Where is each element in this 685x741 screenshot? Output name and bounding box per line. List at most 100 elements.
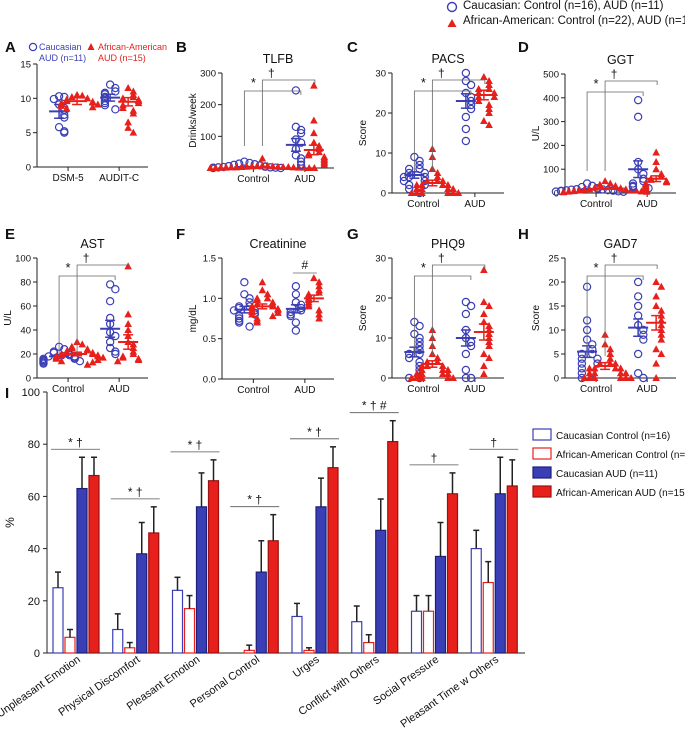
data-point-G-african-american — [444, 370, 452, 377]
bar-filled-blue-4 — [315, 506, 327, 654]
data-point-H-caucasian — [577, 364, 587, 373]
data-point-F-caucasian — [291, 326, 301, 335]
data-point-C-african-american — [418, 189, 426, 196]
bar-filled-blue-2 — [195, 506, 208, 654]
data-point-D-african-american — [641, 185, 650, 193]
significance-dagger-B: † — [268, 66, 275, 80]
data-point-H-caucasian — [588, 345, 597, 354]
data-point-E-caucasian — [105, 297, 115, 306]
data-point-H-caucasian — [633, 311, 643, 320]
y-tick-label-G: 30 — [375, 254, 386, 265]
x-tick-label-C: Control — [407, 199, 439, 210]
data-point-D-african-american — [564, 187, 573, 195]
data-point-F-caucasian — [234, 311, 244, 321]
y-tick-label-F: 0.0 — [203, 375, 216, 386]
data-point-B-caucasian — [296, 154, 306, 163]
data-point-E-caucasian — [105, 337, 115, 347]
y-tick-label-D: 200 — [543, 141, 559, 152]
data-point-C-caucasian — [415, 156, 424, 166]
data-point-H-african-american — [657, 311, 666, 319]
y-tick-label-F: 1.0 — [203, 294, 216, 305]
data-point-D-african-american — [559, 188, 568, 196]
data-point-E-african-american — [52, 354, 61, 362]
panel-title-H: GAD7 — [603, 237, 637, 251]
data-point-D-african-american — [606, 179, 615, 187]
significance-I-5: * † # — [362, 399, 387, 413]
data-point-E-african-american — [124, 310, 132, 318]
data-point-E-african-american — [68, 344, 76, 351]
data-point-F-african-american — [263, 290, 272, 298]
significance-I-3: * † — [247, 493, 262, 507]
panel-letter-C: C — [347, 39, 358, 56]
data-point-A-caucasian — [111, 83, 120, 93]
data-point-F-african-american — [315, 310, 323, 318]
data-point-G-african-american — [480, 370, 488, 377]
bar-open-blue-0 — [52, 587, 64, 654]
data-point-B-african-american — [279, 163, 287, 171]
panel-letter-E: E — [5, 226, 15, 243]
data-point-G-african-american — [418, 362, 426, 369]
panel-letter-H: H — [518, 226, 529, 243]
data-point-E-caucasian — [105, 280, 115, 289]
data-point-E-african-american — [88, 358, 97, 366]
data-point-F-caucasian — [245, 322, 254, 331]
data-point-H-african-american — [657, 326, 666, 333]
data-point-H-african-american — [616, 369, 625, 377]
data-point-E-african-american — [124, 326, 132, 333]
y-tick-label-A: 15 — [20, 60, 31, 71]
y-axis-label-F: mg/dL — [188, 304, 199, 332]
data-point-G-caucasian — [404, 349, 414, 359]
data-point-H-caucasian — [639, 330, 648, 339]
data-point-C-caucasian — [415, 164, 424, 174]
bar-filled-blue-7 — [494, 493, 506, 654]
data-point-H-caucasian — [577, 369, 587, 378]
significance-I-1: * † — [128, 485, 143, 499]
data-point-C-african-american — [412, 185, 421, 192]
bracket-star-E — [58, 275, 116, 356]
bar-filled-red-2 — [207, 480, 220, 654]
data-point-G-caucasian — [415, 337, 424, 347]
data-point-C-african-american — [485, 101, 493, 108]
bar-open-red-0 — [64, 636, 76, 654]
bracket-star-C — [413, 90, 472, 171]
data-point-D-african-american — [632, 186, 641, 194]
data-point-C-african-american — [449, 189, 457, 196]
data-point-E-african-american — [94, 352, 102, 360]
significance-dagger-G: † — [438, 251, 445, 265]
y-tick-label-E: 20 — [20, 350, 31, 361]
data-point-C-african-american — [407, 189, 416, 196]
bar-open-blue-5 — [351, 621, 363, 654]
data-point-A-african-american — [124, 123, 132, 131]
data-point-B-african-american — [258, 154, 267, 162]
data-point-A-african-american — [124, 118, 132, 126]
data-point-E-african-american — [119, 353, 127, 361]
bar-open-red-4 — [303, 649, 315, 654]
data-point-F-african-american — [315, 288, 323, 296]
data-point-H-african-american — [657, 306, 666, 314]
data-point-G-caucasian — [404, 353, 414, 363]
data-point-B-african-american — [310, 164, 319, 171]
data-point-B-african-american — [304, 151, 313, 159]
y-tick-label-D: 400 — [543, 93, 559, 104]
y-tick-label-A: 10 — [20, 94, 31, 105]
panel-title-G: PHQ9 — [431, 237, 465, 251]
panel-title-D: GGT — [607, 53, 634, 67]
data-point-C-caucasian — [466, 80, 476, 90]
y-tick-label-C: 20 — [375, 109, 386, 120]
bar-filled-red-7 — [506, 485, 518, 654]
data-point-E-caucasian — [111, 349, 120, 359]
data-point-E-african-american — [83, 346, 92, 354]
y-axis-label-E: U/L — [3, 310, 14, 326]
data-point-A-caucasian — [60, 128, 69, 137]
data-point-F-caucasian — [291, 282, 301, 291]
data-point-H-african-american — [611, 364, 620, 372]
data-point-C-caucasian — [461, 124, 471, 134]
y-tick-label-I: 20 — [28, 596, 40, 608]
data-point-C-caucasian — [420, 168, 429, 178]
data-point-H-african-american — [580, 374, 589, 381]
bar-open-red-5 — [363, 641, 375, 654]
data-point-G-african-american — [480, 266, 488, 273]
data-point-D-caucasian — [628, 182, 638, 192]
y-tick-label-I: 100 — [22, 387, 40, 399]
data-point-C-caucasian — [461, 112, 471, 122]
